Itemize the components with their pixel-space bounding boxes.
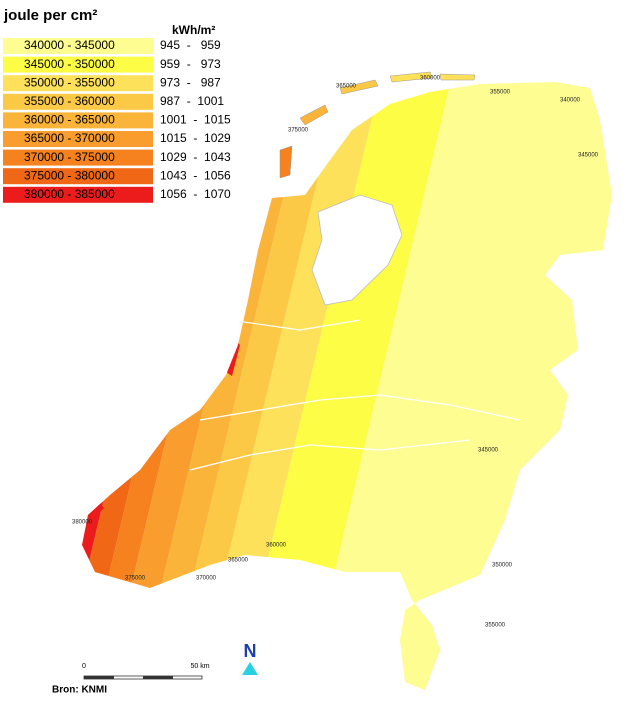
legend-swatch (3, 75, 153, 92)
contour-label: 355000 (490, 90, 511, 96)
scale-bar: 0 50 km (82, 663, 210, 680)
band (230, 82, 470, 690)
legend-range: 360000 - 365000 (24, 113, 115, 127)
contour-label: 365000 (228, 558, 249, 564)
source: Bron: KNMI (52, 685, 107, 696)
legend-kwh: 1029 - 1043 (160, 150, 231, 164)
legend-kwh: 1001 - 1015 (160, 113, 231, 127)
contour-label: 340000 (560, 98, 581, 104)
legend-kwh: 973 - 987 (160, 75, 221, 89)
wadden-islands (279, 71, 476, 179)
legend-swatch (3, 149, 153, 166)
legend-unit-title: kWh/m² (172, 23, 215, 37)
contour-label: 380000 (72, 520, 93, 526)
scale-end: 50 km (190, 663, 209, 670)
band-spot (86, 503, 104, 522)
legend-range: 365000 - 370000 (24, 131, 115, 145)
legend-kwh: 1043 - 1056 (160, 168, 231, 182)
scale-start: 0 (82, 663, 86, 670)
legend-kwh: 959 - 973 (160, 57, 221, 71)
legend-swatch (3, 131, 153, 147)
legend-range: 380000 - 385000 (24, 187, 115, 201)
legend-range: 370000 - 375000 (24, 150, 115, 164)
legend-swatch (3, 186, 153, 203)
legend-range: 345000 - 350000 (24, 57, 115, 71)
legend-range: 375000 - 380000 (24, 168, 115, 182)
legend-kwh: 1015 - 1029 (160, 131, 231, 145)
legend-swatch (3, 112, 153, 129)
legend-swatch (3, 38, 153, 54)
legend-swatch (3, 56, 153, 73)
north-label: N (244, 641, 257, 661)
legend: joule per cm² kWh/m² 340000 - 345000 945 … (3, 7, 231, 203)
contour-label: 360000 (266, 543, 287, 549)
legend-kwh: 987 - 1001 (160, 94, 224, 108)
rivers (189, 319, 521, 471)
band (300, 82, 612, 690)
contour-label: 365000 (336, 84, 357, 90)
legend-range: 340000 - 345000 (24, 38, 115, 52)
contour-label: 345000 (478, 448, 499, 454)
contour-label: 375000 (125, 576, 146, 582)
band (190, 82, 400, 690)
legend-title: joule per cm² (3, 7, 97, 24)
legend-kwh: 945 - 959 (160, 38, 221, 52)
contour-labels: 340000 345000 345000 350000 355000 360000 3650… (72, 76, 599, 629)
band-spot (226, 340, 240, 376)
contour-label: 360000 (420, 76, 441, 82)
legend-range: 350000 - 355000 (24, 75, 115, 89)
contour-label: 375000 (288, 128, 309, 134)
north-arrow (242, 662, 258, 675)
contour-label: 350000 (492, 563, 513, 569)
contour-label: 355000 (485, 623, 506, 629)
legend-swatch (3, 93, 153, 110)
legend-range: 355000 - 360000 (24, 94, 115, 108)
legend-kwh: 1056 - 1070 (160, 187, 231, 201)
contour-label: 370000 (196, 576, 217, 582)
contour-label: 345000 (578, 153, 599, 159)
ijsselmeer (311, 194, 403, 306)
legend-swatch (3, 168, 153, 185)
